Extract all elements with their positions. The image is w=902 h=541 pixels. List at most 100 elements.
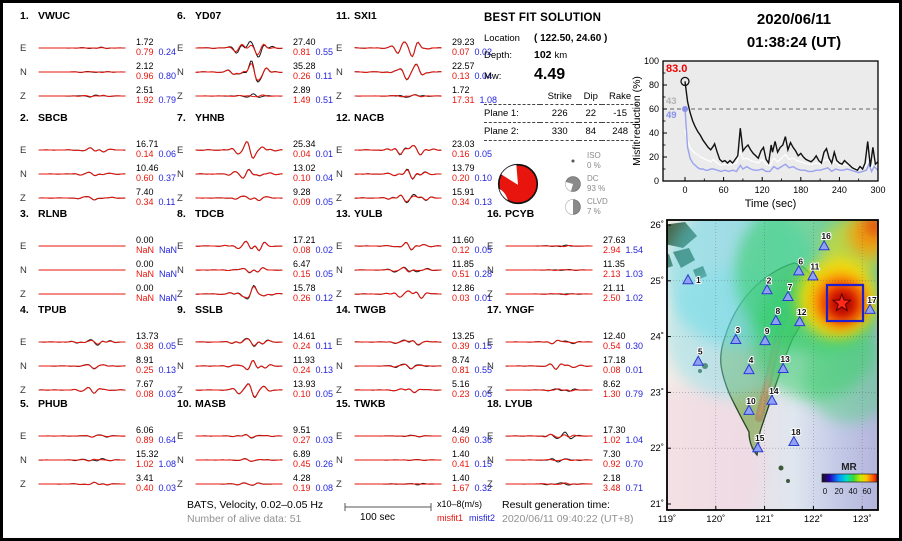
- depth-value: 102: [534, 49, 552, 61]
- misfit-values: 0.20 0.10: [452, 173, 492, 184]
- map-station-number: 6: [798, 256, 803, 266]
- map-station-triangle-icon: [729, 333, 742, 344]
- station-code: RLNB: [38, 208, 68, 220]
- misfit2-value: 0.06: [158, 149, 177, 159]
- colorbar-tick: 20: [835, 487, 844, 496]
- misfit-values: 0.23 0.05: [452, 389, 492, 400]
- misfit-values: 0.39 0.15: [452, 341, 492, 352]
- misfit-values: NaN NaN: [136, 245, 178, 256]
- channel-label: E: [487, 336, 494, 348]
- misfit2-value: 0.08: [315, 483, 334, 493]
- trace-values: 17.18 0.08 0.01: [603, 356, 643, 375]
- channel-row-z: Z 15.91 0.34 0.13: [336, 186, 504, 210]
- misfit2-value: 0.03: [158, 483, 177, 493]
- misfit1-value: 1.02: [603, 435, 621, 445]
- channel-row-e: E 23.03 0.16 0.05: [336, 138, 504, 162]
- channel-row-z: Z 1.40 1.67 0.32: [336, 472, 504, 496]
- channel-label: E: [336, 240, 343, 252]
- misfit-values: 0.10 0.05: [293, 389, 333, 400]
- misfit1-value: 0.16: [452, 149, 470, 159]
- waveform-trace: [38, 457, 126, 462]
- station-block-phub: 5. PHUB E 6.06 0.89 0.64 N 15.32 1.02 1.08 Z 3.41 0.…: [20, 398, 188, 496]
- map-station-triangle-icon: [777, 362, 789, 373]
- misfit-values: 0.13 0.04: [452, 71, 492, 82]
- misfit1-value: 2.50: [603, 293, 621, 303]
- station-header: 9. SSLB: [177, 304, 345, 317]
- mw-label: Mw:: [484, 71, 502, 82]
- misfit-values: 0.07 0.02: [452, 47, 492, 58]
- map-station-triangle-icon: [793, 315, 806, 327]
- station-header: 12. NACB: [336, 112, 504, 125]
- svg-text:120: 120: [755, 185, 770, 195]
- channel-row-n: N 13.02 0.10 0.04: [177, 162, 345, 186]
- peak-amplitude-value: 22.57: [452, 61, 475, 72]
- misfit2-value: NaN: [159, 245, 178, 255]
- misfit-legend: misfit1 misfit2: [437, 513, 495, 523]
- station-block-masb: 10. MASB E 9.51 0.27 0.03 N 6.89 0.45 0.26 Z 4.28 0.…: [177, 398, 345, 496]
- map-station-number: 15: [755, 433, 765, 443]
- misfit-values: 0.92 0.70: [603, 459, 643, 470]
- map-lon-label: 122˚: [804, 514, 823, 525]
- trace-values: 16.71 0.14 0.06: [136, 140, 176, 159]
- trace-values: 6.47 0.15 0.05: [293, 260, 333, 279]
- peak-amplitude-value: 7.40: [136, 187, 154, 198]
- peak-amplitude-value: 4.49: [452, 425, 470, 436]
- channel-label: Z: [487, 288, 493, 300]
- svg-text:60: 60: [719, 185, 729, 195]
- channel-row-n: N 1.40 0.41 0.15: [336, 448, 504, 472]
- trace-values: 10.46 0.60 0.37: [136, 164, 176, 183]
- waveform-trace: [505, 431, 593, 440]
- station-number: 9.: [177, 304, 186, 316]
- map-station-triangle-icon: [818, 239, 830, 251]
- station-code: SSLB: [195, 304, 224, 316]
- trace-values: 6.89 0.45 0.26: [293, 450, 333, 469]
- waveform-trace: [354, 363, 442, 370]
- map-lat-label: 22˚: [650, 443, 664, 454]
- misfit1-value: 0.60: [452, 435, 470, 445]
- peak-amplitude-value: 1.40: [452, 449, 470, 460]
- peak-amplitude-value: 6.47: [293, 259, 311, 270]
- map-station-triangle-icon: [864, 303, 876, 314]
- misfit1-value: 0.14: [136, 149, 154, 159]
- station-code: NACB: [354, 112, 385, 124]
- station-number: 1.: [20, 10, 29, 22]
- time-scalebar: [344, 503, 432, 511]
- peak-amplitude-value: 1.72: [136, 37, 154, 48]
- peak-amplitude-value: 11.85: [452, 259, 474, 270]
- misfit1-value: 0.08: [603, 365, 621, 375]
- channel-label: Z: [336, 288, 342, 300]
- misfit1-value: 0.39: [452, 341, 470, 351]
- map-station-number: 5: [698, 347, 703, 357]
- trace-values: 12.86 0.03 0.01: [452, 284, 492, 303]
- map-station-number: 2: [767, 275, 772, 285]
- misfit1-value: 0.34: [452, 197, 470, 207]
- channel-label: Z: [20, 288, 26, 300]
- waveform-trace: [195, 434, 283, 439]
- channel-label: Z: [20, 384, 26, 396]
- peak-amplitude-value: 29.23: [452, 37, 475, 48]
- misfit1-value: 1.67: [452, 483, 470, 493]
- trace-values: 11.93 0.24 0.13: [293, 356, 333, 375]
- trace-values: 7.30 0.92 0.70: [603, 450, 643, 469]
- peak-amplitude-value: 0.00: [136, 235, 154, 246]
- peak-amplitude-value: 27.40: [293, 37, 316, 48]
- map-station-number: 3: [735, 325, 740, 335]
- misfit2-value: 0.64: [158, 435, 177, 445]
- plane-table-cell: 226: [540, 104, 580, 123]
- station-number: 6.: [177, 10, 186, 22]
- channel-row-e: E 11.60 0.12 0.05: [336, 234, 504, 258]
- channel-label: Z: [487, 384, 493, 396]
- channel-row-e: E 17.30 1.02 1.04: [487, 424, 655, 448]
- station-number: 7.: [177, 112, 186, 124]
- station-block-sslb: 9. SSLB E 14.61 0.24 0.11 N 11.93 0.24 0.13 Z 13.93…: [177, 304, 345, 402]
- peak-amplitude-value: 17.21: [293, 235, 316, 246]
- channel-row-e: E 9.51 0.27 0.03: [177, 424, 345, 448]
- misfit-values: 0.54 0.30: [603, 341, 643, 352]
- waveform-trace: [505, 244, 593, 248]
- colorbar: [821, 473, 878, 483]
- trace-values: 11.60 0.12 0.05: [452, 236, 492, 255]
- misfit1-value: 17.31: [452, 95, 475, 105]
- misfit2-value: 0.02: [315, 245, 334, 255]
- misfit-values: 0.96 0.80: [136, 71, 176, 82]
- trace-values: 29.23 0.07 0.02: [452, 38, 492, 57]
